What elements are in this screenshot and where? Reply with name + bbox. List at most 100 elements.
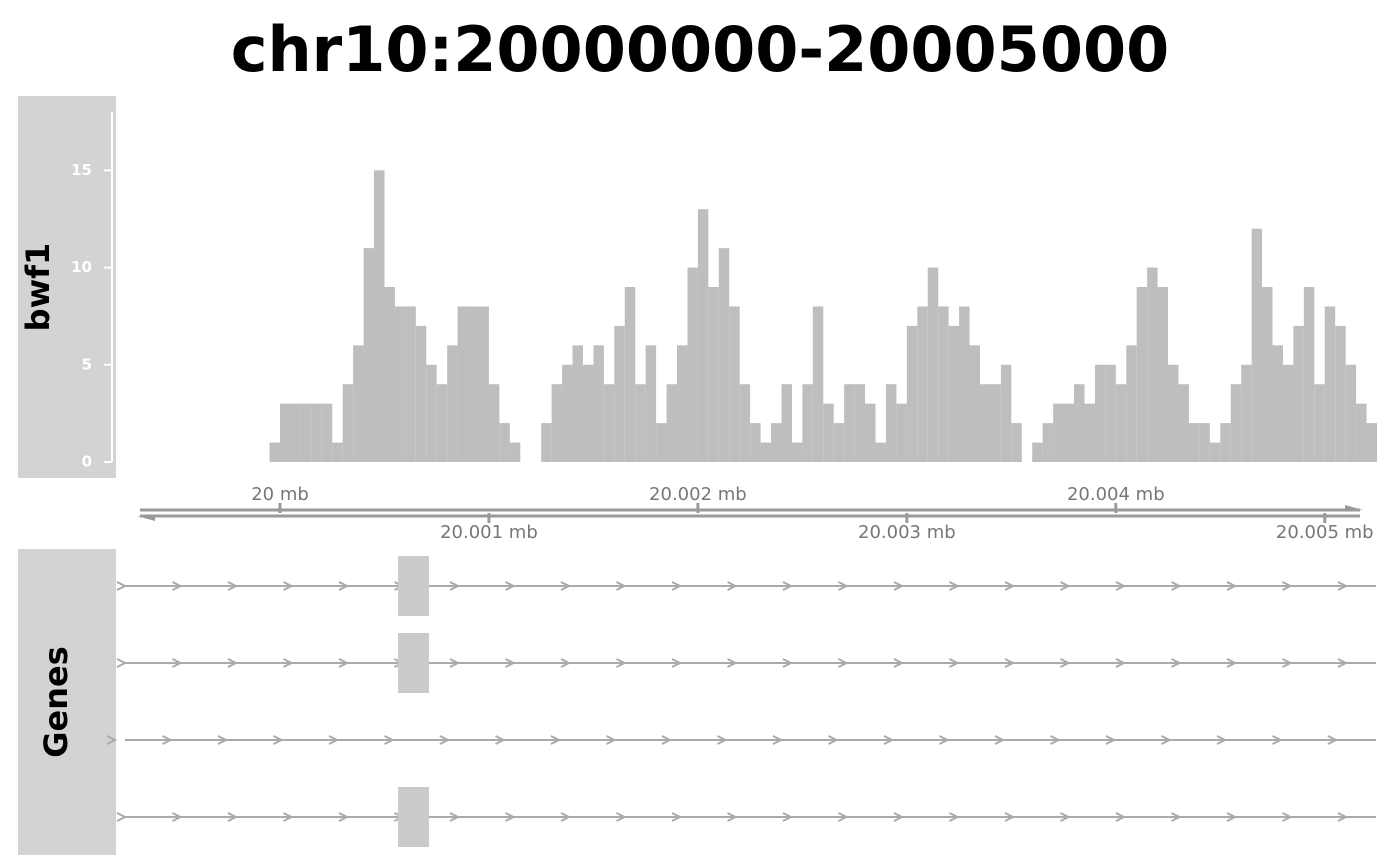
- coverage-bar: [979, 384, 991, 462]
- coverage-bar: [1314, 384, 1325, 462]
- coverage-bar: [582, 364, 594, 462]
- axis-arrow: [1345, 505, 1363, 510]
- strand-arrow: [1171, 581, 1182, 591]
- strand-arrow: [338, 812, 350, 822]
- strand-arrow: [1115, 658, 1127, 668]
- strand-arrow: [727, 658, 738, 668]
- coverage-bar: [614, 325, 625, 462]
- strand-arrow: [893, 658, 905, 668]
- coverage-bar: [415, 325, 427, 462]
- strand-arrow: [727, 812, 738, 822]
- coverage-bar: [990, 384, 1001, 462]
- coverage-bar: [332, 442, 343, 462]
- strand-arrow: [560, 581, 572, 591]
- strand-arrow: [227, 581, 239, 591]
- coverage-bar: [865, 403, 876, 462]
- strand-arrow: [616, 581, 627, 591]
- coverage-bar: [1094, 364, 1106, 462]
- coverage-bar: [718, 248, 730, 462]
- axis-arrow: [137, 516, 155, 521]
- strand-arrow: [671, 658, 683, 668]
- strand-arrow: [106, 735, 118, 745]
- coverage-bar: [687, 267, 698, 462]
- coverage-bar: [562, 364, 573, 462]
- strand-arrow: [782, 812, 794, 822]
- x-tick-label: 20.001 mb: [440, 522, 538, 543]
- strand-arrow: [116, 658, 128, 668]
- track-label: Genes: [37, 646, 75, 758]
- strand-arrow: [1226, 581, 1238, 591]
- strand-arrow: [1226, 812, 1238, 822]
- coverage-bar: [1324, 306, 1336, 462]
- coverage-bar: [697, 209, 709, 462]
- coverage-bar: [635, 384, 646, 462]
- strand-arrow: [550, 735, 562, 745]
- strand-arrow: [217, 735, 229, 745]
- coverage-bar: [603, 384, 615, 462]
- coverage-bar: [854, 384, 866, 462]
- strand-arrow: [116, 812, 128, 822]
- exon: [398, 556, 429, 616]
- coverage-bar: [572, 345, 583, 462]
- coverage-bar: [938, 306, 949, 462]
- strand-arrow: [338, 658, 350, 668]
- coverage-bar: [1000, 364, 1012, 462]
- x-tick-label: 20.003 mb: [858, 522, 956, 543]
- coverage-bar: [823, 403, 834, 462]
- coverage-bar: [917, 306, 928, 462]
- strand-arrow: [606, 735, 617, 745]
- coverage-bar: [948, 325, 960, 462]
- coverage-bar: [844, 384, 855, 462]
- strand-arrow: [1337, 581, 1349, 591]
- strand-arrow: [949, 658, 960, 668]
- strand-arrow: [883, 735, 895, 745]
- strand-arrow: [283, 581, 294, 591]
- strand-arrow: [338, 581, 350, 591]
- coverage-bar: [875, 442, 886, 462]
- coverage-bar: [436, 384, 448, 462]
- strand-arrow: [1004, 581, 1016, 591]
- coverage-bar: [1335, 325, 1346, 462]
- coverage-bar: [1136, 287, 1148, 462]
- coverage-bar: [1303, 287, 1315, 462]
- track-header: [18, 96, 116, 478]
- y-tick-label: 0: [82, 453, 92, 471]
- track-header: [18, 549, 116, 855]
- coverage-bar: [802, 384, 813, 462]
- strand-arrow: [671, 581, 683, 591]
- chart-title: chr10:20000000-20005000: [231, 13, 1170, 86]
- strand-arrow: [505, 812, 516, 822]
- strand-arrow: [384, 735, 395, 745]
- coverage-bar: [1042, 423, 1054, 462]
- x-tick-label: 20.005 mb: [1276, 522, 1374, 543]
- coverage-bar: [457, 306, 469, 462]
- coverage-bar: [394, 306, 406, 462]
- coverage-bar: [509, 442, 521, 462]
- coverage-bar: [1345, 364, 1357, 462]
- strand-arrow: [1050, 735, 1061, 745]
- strand-arrow: [828, 735, 839, 745]
- strand-arrow: [1171, 812, 1182, 822]
- coverage-bar: [969, 345, 980, 462]
- coverage-bar: [1366, 423, 1377, 462]
- coverage-bar: [1032, 442, 1043, 462]
- coverage-bar: [624, 287, 636, 462]
- strand-arrow: [1282, 581, 1293, 591]
- strand-arrow: [227, 658, 239, 668]
- strand-arrow: [449, 658, 461, 668]
- coverage-bar: [1074, 384, 1085, 462]
- strand-arrow: [782, 581, 794, 591]
- y-tick-label: 15: [71, 161, 92, 179]
- strand-arrow: [172, 658, 183, 668]
- coverage-bar: [1115, 384, 1127, 462]
- coverage-bar: [1220, 423, 1231, 462]
- coverage-bar: [1241, 364, 1252, 462]
- strand-arrow: [1115, 581, 1127, 591]
- strand-arrow: [939, 735, 950, 745]
- coverage-bar: [656, 423, 667, 462]
- coverage-bar: [1230, 384, 1242, 462]
- coverage-bar: [791, 442, 803, 462]
- strand-arrow: [661, 735, 673, 745]
- strand-arrow: [717, 735, 728, 745]
